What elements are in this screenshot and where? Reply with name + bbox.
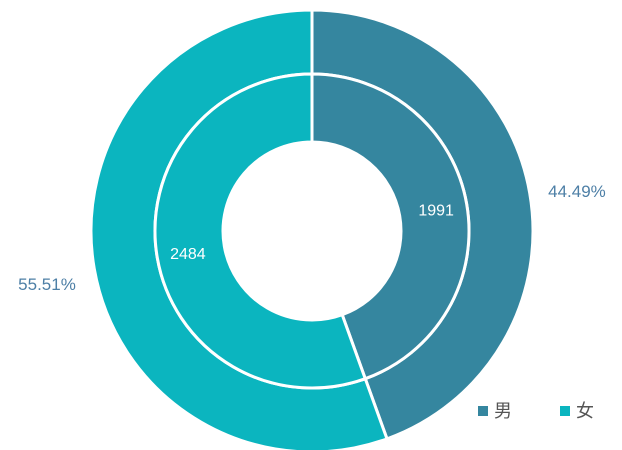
legend-label: 男 xyxy=(494,401,512,422)
inner-value-label: 2484 xyxy=(170,246,206,263)
inner-value-label: 1991 xyxy=(418,203,454,220)
outer-value-label: 44.49% xyxy=(548,182,606,201)
legend-swatch xyxy=(478,406,488,416)
legend-swatch xyxy=(560,406,570,416)
donut-segment xyxy=(310,72,471,381)
legend-label: 女 xyxy=(576,401,594,422)
outer-value-label: 55.51% xyxy=(18,275,76,294)
donut-segment xyxy=(153,72,368,390)
